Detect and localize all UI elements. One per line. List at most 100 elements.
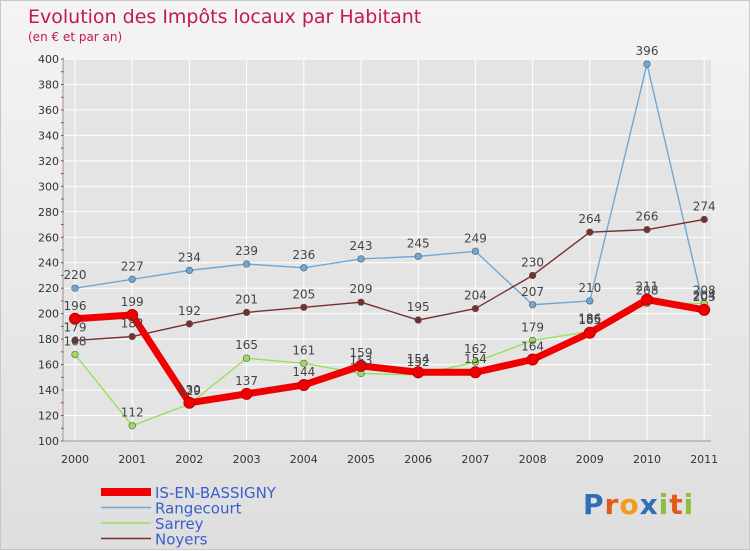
x-tick-label: 2011 [690,453,718,466]
data-point-sarrey [128,422,136,430]
y-tick-label: 360 [38,104,59,117]
data-point-rangecourt [300,264,308,272]
data-label-is-en-bassigny: 203 [693,290,716,304]
y-tick-label: 280 [38,206,59,219]
x-tick-label: 2002 [175,453,203,466]
y-tick-label: 140 [38,384,59,397]
data-label-rangecourt: 220 [64,268,87,282]
data-label-sarrey: 168 [64,334,87,348]
data-label-is-en-bassigny: 159 [350,346,373,360]
data-label-sarrey: 179 [521,320,544,334]
data-label-noyers: 182 [121,317,144,331]
data-point-noyers [71,336,79,345]
data-point-noyers [128,332,136,341]
x-tick-label: 2003 [233,453,261,466]
data-label-rangecourt: 210 [578,281,601,295]
data-point-sarrey [528,336,537,345]
data-point-is-en-bassigny [469,366,482,379]
data-label-noyers: 179 [64,320,87,334]
data-label-sarrey: 165 [235,338,258,352]
data-point-is-en-bassigny [355,359,367,372]
data-point-is-en-bassigny [698,303,711,316]
y-tick-label: 180 [38,333,59,346]
data-label-sarrey: 208 [636,283,659,297]
data-label-noyers: 204 [464,289,487,303]
data-point-is-en-bassigny [126,308,139,321]
data-label-rangecourt: 236 [292,248,315,262]
data-point-noyers [243,308,251,316]
data-point-is-en-bassigny [183,396,196,409]
data-point-noyers [528,271,537,280]
x-tick-label: 2006 [404,453,432,466]
data-label-rangecourt: 234 [178,250,201,264]
legend-label-rangecourt: Rangecourt [155,500,242,518]
x-tick-label: 2007 [461,453,489,466]
y-tick-label: 160 [38,359,59,372]
data-label-noyers: 195 [407,300,430,314]
series-line-noyers [74,218,705,342]
data-label-noyers: 266 [636,210,659,224]
y-tick-label: 300 [38,180,59,193]
data-point-is-en-bassigny [240,387,253,400]
data-point-rangecourt [471,247,480,255]
data-point-sarrey [243,354,251,362]
data-point-rangecourt [71,284,79,292]
y-tick-label: 220 [38,282,59,295]
data-point-rangecourt [528,301,537,309]
data-label-rangecourt: 239 [235,244,258,258]
series-line-rangecourt [74,63,705,309]
data-label-is-en-bassigny: 211 [636,280,659,294]
data-point-rangecourt [414,252,422,260]
x-tick-label: 2001 [118,453,146,466]
y-tick-label: 380 [38,78,59,91]
data-label-is-en-bassigny: 164 [521,340,544,354]
data-label-is-en-bassigny: 199 [121,295,144,309]
data-point-is-en-bassigny [69,312,81,325]
data-point-noyers [471,304,480,313]
data-label-sarrey: 162 [464,342,487,356]
legend-label-is-en-bassigny: IS-EN-BASSIGNY [155,484,277,502]
data-point-is-en-bassigny [641,293,653,306]
data-point-rangecourt [643,60,651,68]
x-tick-label: 2010 [633,453,661,466]
data-label-rangecourt: 204 [693,289,716,303]
data-label-rangecourt: 243 [350,239,373,253]
data-point-noyers [586,228,594,236]
y-tick-label: 260 [38,231,59,244]
legend-label-noyers: Noyers [155,531,208,549]
data-label-rangecourt: 396 [636,44,659,58]
page-subtitle: (en € et par an) [28,30,123,44]
data-label-sarrey: 208 [693,283,716,297]
x-tick-label: 2004 [290,453,318,466]
data-point-is-en-bassigny [583,326,596,339]
data-label-noyers: 209 [350,282,373,296]
data-label-noyers: 230 [521,255,544,269]
data-label-rangecourt: 207 [521,285,544,299]
y-tick-label: 340 [38,129,59,142]
data-point-noyers [300,303,308,311]
plot-area [63,59,711,441]
data-label-is-en-bassigny: 196 [64,299,87,313]
y-tick-label: 400 [38,53,59,66]
x-tick-label: 2005 [347,453,375,466]
data-point-is-en-bassigny [412,366,425,379]
data-point-rangecourt [128,275,136,283]
data-label-is-en-bassigny: 130 [178,383,201,397]
data-label-sarrey: 152 [407,355,430,369]
data-label-is-en-bassigny: 137 [235,374,258,388]
data-point-noyers [643,226,651,234]
proxiti-logo: Proxiti [583,488,695,521]
data-label-is-en-bassigny: 154 [407,352,430,366]
data-label-is-en-bassigny: 185 [578,313,601,327]
data-point-noyers [357,298,365,306]
data-point-rangecourt [586,297,594,305]
data-label-rangecourt: 249 [464,231,487,245]
x-tick-label: 2008 [519,453,547,466]
data-point-sarrey [71,350,79,359]
data-point-sarrey [471,358,480,366]
data-label-is-en-bassigny: 154 [464,352,487,366]
y-tick-label: 120 [38,410,59,423]
data-point-noyers [185,320,193,328]
data-point-is-en-bassigny [526,353,539,366]
